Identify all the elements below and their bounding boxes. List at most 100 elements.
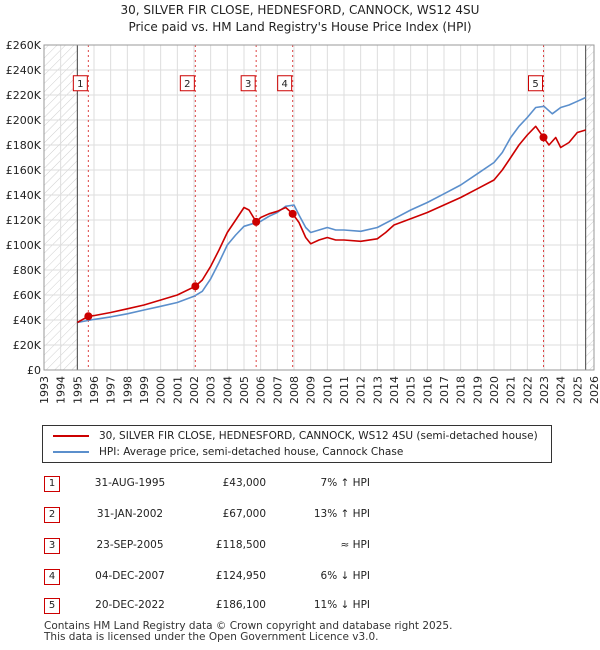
- x-tick-label: 2018: [455, 376, 468, 404]
- sale-number-badge: 1: [44, 476, 60, 492]
- legend-property-swatch: [53, 435, 89, 437]
- x-tick-label: 2012: [355, 376, 368, 404]
- x-tick-label: 2004: [221, 376, 234, 404]
- sale-marker-label: 3: [245, 79, 251, 90]
- sale-hpi-diff: 7% ↑ HPI: [320, 477, 370, 489]
- attribution-footer: Contains HM Land Registry data © Crown c…: [44, 621, 452, 643]
- plot-frame: [43, 44, 595, 371]
- sale-number-badge: 3: [44, 538, 60, 554]
- x-tick-label: 1994: [55, 376, 68, 404]
- x-tick-label: 2015: [405, 376, 418, 404]
- x-tick-label: 2013: [371, 376, 384, 404]
- y-tick-label: £60K: [13, 289, 42, 302]
- x-tick-label: 2023: [538, 376, 551, 404]
- sale-marker-box: [277, 75, 293, 92]
- legend-item-property: 30, SILVER FIR CLOSE, HEDNESFORD, CANNOC…: [53, 428, 538, 444]
- x-tick-label: 2017: [438, 376, 451, 404]
- sale-hpi-diff: 6% ↓ HPI: [320, 570, 370, 582]
- sale-row: 2 31-JAN-2002 £67,000 13% ↑ HPI: [0, 506, 600, 526]
- x-tick-label: 2025: [571, 376, 584, 404]
- sale-price: £43,000: [222, 477, 266, 489]
- sale-marker-box: [240, 75, 256, 92]
- chart-legend: 30, SILVER FIR CLOSE, HEDNESFORD, CANNOC…: [42, 425, 552, 463]
- x-tick-label: 1998: [121, 376, 134, 404]
- sale-point: [288, 209, 297, 218]
- sale-marker-label: 1: [77, 79, 83, 90]
- sale-marker-box: [528, 75, 543, 92]
- x-tick-label: 2011: [338, 376, 351, 404]
- x-tick-label: 2008: [288, 376, 301, 404]
- x-tick-label: 2000: [155, 376, 168, 404]
- legend-item-hpi: HPI: Average price, semi-detached house,…: [53, 444, 403, 460]
- legend-property-label: 30, SILVER FIR CLOSE, HEDNESFORD, CANNOC…: [99, 430, 538, 442]
- sale-marker-label: 2: [184, 79, 190, 90]
- sale-point: [539, 133, 548, 142]
- sale-row: 5 20-DEC-2022 £186,100 11% ↓ HPI: [0, 597, 600, 617]
- sale-hpi-diff: ≈ HPI: [340, 539, 370, 551]
- hatched-region-after: [585, 45, 594, 370]
- sale-date: 04-DEC-2007: [95, 570, 165, 582]
- sale-point: [84, 312, 93, 321]
- x-tick-label: 2010: [321, 376, 334, 404]
- sale-point: [252, 217, 261, 226]
- y-tick-label: £220K: [6, 89, 42, 102]
- chart-subtitle: Price paid vs. HM Land Registry's House …: [128, 20, 472, 34]
- hpi-line: [77, 96, 587, 324]
- sale-hpi-diff: 11% ↓ HPI: [313, 599, 370, 611]
- sale-marker-box: [72, 75, 88, 92]
- x-tick-label: 2007: [271, 376, 284, 404]
- y-tick-label: £100K: [6, 239, 42, 252]
- y-tick-label: £160K: [6, 164, 42, 177]
- sale-row: 4 04-DEC-2007 £124,950 6% ↓ HPI: [0, 568, 600, 588]
- x-tick-label: 2026: [588, 376, 600, 404]
- x-tick-label: 2016: [421, 376, 434, 404]
- y-tick-label: £240K: [6, 64, 42, 77]
- sale-marker-label: 5: [532, 79, 538, 90]
- x-tick-label: 2003: [205, 376, 218, 404]
- x-tick-label: 2009: [305, 376, 318, 404]
- x-tick-label: 2005: [238, 376, 251, 404]
- plot-background: [44, 45, 594, 370]
- y-tick-label: £80K: [13, 264, 42, 277]
- x-tick-label: 2019: [471, 376, 484, 404]
- x-tick-label: 2021: [505, 376, 518, 404]
- sale-price: £118,500: [215, 539, 266, 551]
- x-tick-label: 1996: [88, 376, 101, 404]
- sale-date: 31-JAN-2002: [96, 508, 164, 520]
- legend-hpi-swatch: [53, 451, 89, 453]
- y-tick-label: £120K: [6, 214, 42, 227]
- x-tick-label: 2014: [388, 376, 401, 404]
- x-tick-label: 2001: [171, 376, 184, 404]
- price-chart: 1993 1994 1995 1996 1997 1998 1999 2000 2001 2002…: [6, 39, 600, 404]
- sale-marker-label: 4: [281, 79, 287, 90]
- y-tick-label: £260K: [6, 39, 42, 52]
- sale-number-badge: 5: [44, 598, 60, 614]
- y-tick-label: £200K: [6, 114, 42, 127]
- x-tick-label: 1993: [38, 376, 51, 404]
- sale-price: £186,100: [215, 599, 266, 611]
- chart-title: 30, SILVER FIR CLOSE, HEDNESFORD, CANNOC…: [120, 3, 480, 17]
- sale-date: 23-SEP-2005: [96, 539, 164, 551]
- sale-number-badge: 4: [44, 569, 60, 585]
- footer-line-copyright: Contains HM Land Registry data © Crown c…: [44, 620, 453, 632]
- sale-price: £124,950: [215, 570, 266, 582]
- x-tick-label: 1999: [138, 376, 151, 404]
- y-tick-label: £20K: [13, 339, 42, 352]
- sale-hpi-diff: 13% ↑ HPI: [313, 508, 370, 520]
- sale-point: [191, 282, 200, 291]
- x-tick-label: 2020: [488, 376, 501, 404]
- x-tick-label: 2022: [521, 376, 534, 404]
- x-tick-label: 2006: [255, 376, 268, 404]
- x-tick-label: 2024: [555, 376, 568, 404]
- x-tick-label: 1997: [105, 376, 118, 404]
- y-tick-label: £0: [27, 364, 41, 377]
- sale-row: 1 31-AUG-1995 £43,000 7% ↑ HPI: [0, 475, 600, 495]
- sale-date: 31-AUG-1995: [94, 477, 166, 489]
- sale-price: £67,000: [222, 508, 266, 520]
- y-tick-label: £180K: [6, 139, 42, 152]
- legend-hpi-label: HPI: Average price, semi-detached house,…: [99, 446, 404, 458]
- y-tick-label: £40K: [13, 314, 42, 327]
- x-tick-label: 1995: [71, 376, 84, 404]
- footer-line-licence: This data is licensed under the Open Gov…: [44, 631, 379, 643]
- x-tick-label: 2002: [188, 376, 201, 404]
